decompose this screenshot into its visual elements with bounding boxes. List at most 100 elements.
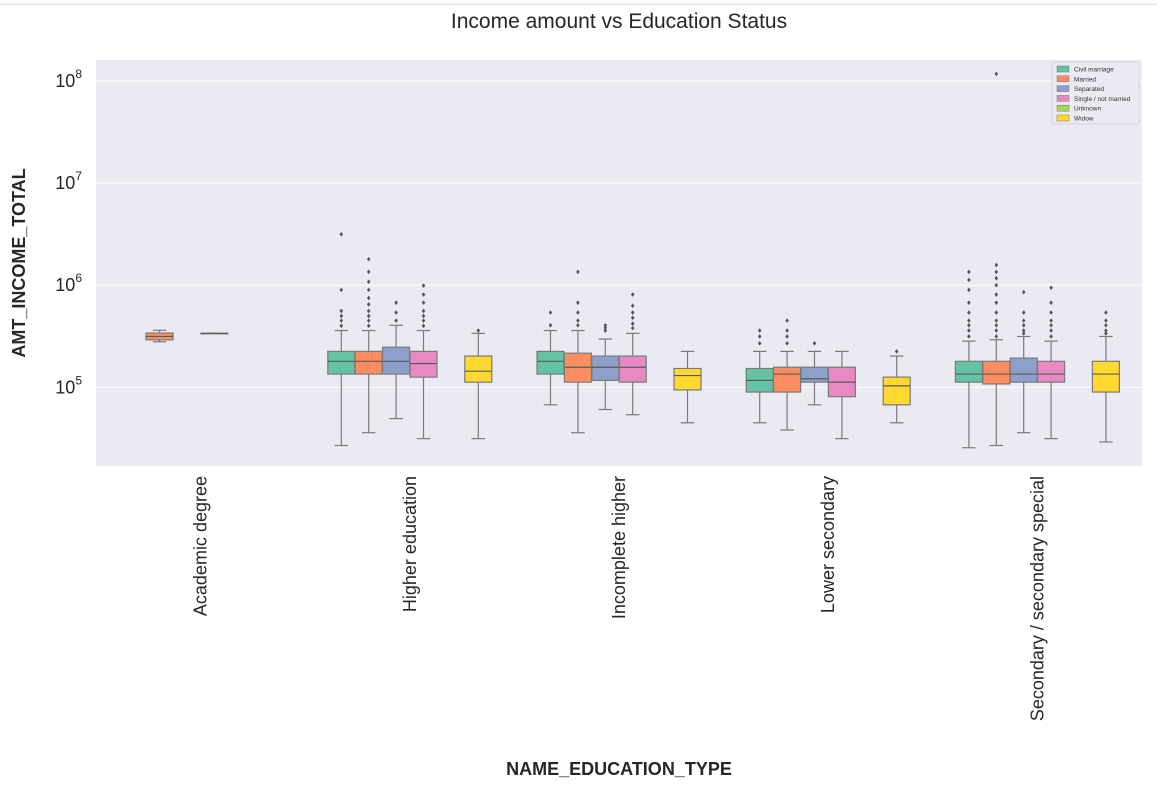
outlier-point — [994, 282, 999, 288]
box-academic-degree-married — [145, 329, 174, 343]
outlier-point — [994, 318, 999, 323]
outlier-point — [1104, 318, 1108, 323]
box-incomplete-higher-single-not-married — [618, 292, 647, 416]
outlier-point — [1049, 323, 1053, 328]
outlier-point — [339, 308, 344, 314]
outlier-point — [1049, 334, 1053, 339]
outlier-point — [967, 328, 971, 333]
box-incomplete-higher-civil-marriage — [536, 310, 565, 406]
box-higher-education-civil-marriage — [327, 231, 356, 447]
x-tick-label-lower-secondary: Lower secondary — [818, 476, 838, 613]
outlier-point — [366, 256, 371, 262]
box-lower-secondary-widow — [882, 349, 911, 424]
y-tick-label-1e5: 105 — [55, 373, 82, 397]
outlier-point — [994, 334, 999, 339]
gridlines — [96, 80, 1142, 388]
outlier-point — [1104, 331, 1108, 336]
outlier-point — [421, 283, 426, 288]
outlier-point — [394, 300, 398, 305]
outlier-point — [785, 318, 789, 323]
outlier-point — [339, 231, 344, 237]
legend: Civil marriage Married Separated Single / n… — [1051, 61, 1140, 125]
outlier-point — [1104, 310, 1108, 315]
outlier-point — [421, 300, 426, 305]
outlier-point — [603, 328, 608, 333]
legend-swatch-unknown — [1056, 104, 1070, 112]
outlier-point — [366, 295, 371, 301]
outlier-point — [576, 269, 580, 275]
legend-label-widow: Widow — [1074, 116, 1094, 123]
legend-frame — [1051, 61, 1140, 125]
outlier-point — [1049, 318, 1053, 323]
outlier-point — [339, 318, 344, 323]
outlier-point — [967, 318, 971, 323]
legend-label-separated: Separated — [1074, 86, 1104, 93]
outlier-point — [339, 287, 344, 293]
outlier-point — [630, 325, 635, 331]
outlier-point — [603, 323, 608, 328]
outlier-point — [1049, 310, 1053, 315]
iqr-box — [982, 360, 1011, 385]
box-higher-education-widow — [464, 328, 493, 440]
outlier-point — [576, 323, 580, 328]
x-tick-label-higher-education: Higher education — [400, 476, 420, 612]
outlier-point — [812, 340, 817, 346]
outlier-point — [603, 325, 608, 331]
iqr-box — [954, 360, 984, 383]
iqr-box — [800, 366, 829, 383]
outlier-point — [630, 315, 635, 321]
outlier-point — [967, 277, 971, 283]
outlier-point — [366, 302, 371, 307]
outlier-point — [967, 323, 971, 328]
iqr-box — [591, 355, 620, 382]
outlier-point — [421, 308, 426, 314]
outlier-point — [994, 323, 999, 328]
iqr-box — [673, 367, 702, 391]
notebook-cell-top-border — [0, 0, 1157, 5]
outlier-point — [994, 328, 999, 333]
box-secondary-secondary-special-married — [982, 71, 1011, 447]
iqr-box — [772, 366, 802, 393]
x-tick-label-incomplete-higher: Incomplete higher — [609, 476, 629, 619]
outlier-point — [994, 269, 999, 275]
outlier-point — [785, 334, 789, 339]
box-lower-secondary-married — [772, 318, 802, 431]
y-tick-label-1e7: 107 — [55, 169, 82, 193]
outlier-point — [994, 292, 999, 297]
legend-label-married: Married — [1074, 76, 1096, 83]
outlier-point — [366, 279, 371, 285]
outlier-point — [994, 300, 999, 305]
outlier-point — [421, 313, 426, 319]
outlier-point — [967, 269, 971, 275]
outlier-point — [366, 287, 371, 293]
outlier-point — [994, 310, 999, 315]
iqr-box — [382, 346, 411, 375]
outlier-point — [366, 269, 371, 275]
outlier-point — [1049, 285, 1053, 291]
outlier-point — [476, 328, 481, 333]
legend-swatch-single-not-married — [1056, 95, 1070, 102]
outlier-point — [548, 310, 553, 315]
box-lower-secondary-separated — [800, 340, 829, 406]
y-axis-ticks: 105 106 107 108 — [55, 67, 82, 398]
y-axis-label: AMT_INCOME_TOTAL — [9, 168, 29, 357]
outlier-point — [967, 310, 971, 315]
outlier-point — [757, 340, 762, 346]
legend-label-single-not-married: Single / not married — [1074, 96, 1131, 103]
iqr-box — [1009, 357, 1038, 383]
x-tick-label-academic-degree: Academic degree — [191, 476, 211, 616]
outlier-point — [630, 310, 635, 315]
box-lower-secondary-civil-marriage — [745, 328, 774, 424]
outlier-point — [967, 287, 971, 293]
chart-title: Income amount vs Education Status — [451, 10, 787, 33]
outlier-point — [366, 313, 371, 319]
outlier-point — [967, 300, 971, 305]
outlier-point — [894, 349, 899, 354]
legend-label-unknown: Unknown — [1074, 106, 1101, 113]
x-tick-label-secondary-secondary-special: Secondary / secondary special — [1027, 476, 1047, 721]
x-axis-label: NAME_EDUCATION_TYPE — [506, 759, 732, 779]
outlier-point — [576, 318, 580, 323]
box-secondary-secondary-special-separated — [1009, 289, 1038, 434]
legend-swatch-civil-marriage — [1056, 65, 1070, 73]
y-tick-label-1e6: 106 — [55, 271, 82, 295]
